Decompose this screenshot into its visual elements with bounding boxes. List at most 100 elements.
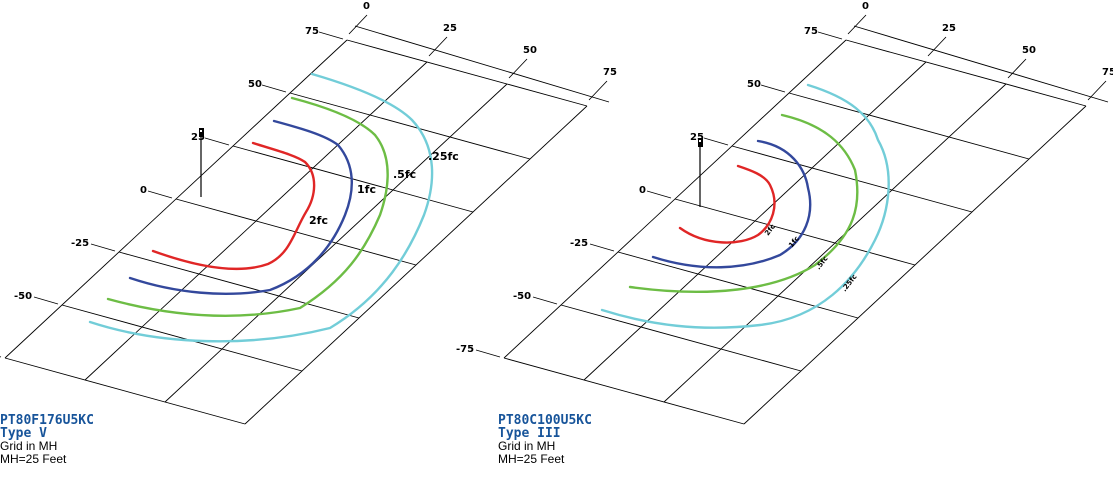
grid-row-line	[4, 357, 246, 425]
y-tick-label: -25	[71, 238, 89, 249]
luminaire-lens	[200, 130, 202, 132]
y-tick-label: 25	[191, 132, 205, 143]
y-tick-label: 50	[248, 79, 262, 90]
grid-row-line	[560, 304, 802, 372]
grid-column-line	[164, 83, 508, 403]
luminaire-lens	[699, 140, 701, 142]
labels: 0 25 50 75 75 50 25 0 -25 -50 -75 2fc 1fc .5fc .25fc	[0, 1, 617, 358]
x-tick-label: 50	[1022, 45, 1036, 56]
y-tick-line	[33, 296, 59, 305]
luminaire-head	[698, 138, 703, 147]
grid-row-line	[289, 92, 531, 160]
contours	[88, 72, 434, 343]
x-tick-label: 25	[942, 23, 956, 34]
x-tick-line	[428, 36, 448, 57]
y-tick-line	[147, 190, 173, 199]
y-tick-label: 75	[804, 26, 818, 37]
x-axis-guide	[853, 25, 1109, 103]
distribution-type: Type V	[0, 426, 47, 441]
x-tick-label: 50	[523, 45, 537, 56]
y-tick-line	[204, 137, 230, 146]
grid-row-line	[232, 145, 474, 213]
y-tick-label: -50	[513, 291, 531, 302]
x-tick-line	[348, 14, 368, 35]
grid-note: Grid in MH	[0, 439, 58, 453]
contour-05fc	[106, 96, 389, 317]
y-tick-line	[646, 190, 672, 199]
y-tick-label: 0	[639, 185, 646, 196]
y-tick-label: 25	[690, 132, 704, 143]
contour-2fc	[151, 141, 316, 271]
grid-column-line	[583, 61, 927, 381]
grid-row-line	[118, 251, 360, 319]
x-tick-label: 0	[862, 1, 869, 12]
contour-label-025fc: .25fc	[840, 273, 858, 293]
grid-row-line	[731, 145, 973, 213]
grid	[503, 39, 1087, 425]
y-tick-label: -25	[570, 238, 588, 249]
contour-label-05fc: .5fc	[393, 168, 416, 181]
grid-row-line	[674, 198, 916, 266]
y-tick-line	[817, 31, 843, 40]
x-tick-label: 0	[363, 1, 370, 12]
luminaire	[698, 138, 703, 207]
y-tick-line	[318, 31, 344, 40]
contour-label-025fc: .25fc	[428, 150, 459, 163]
x-tick-line	[847, 14, 867, 35]
grid-row-line	[788, 92, 1030, 160]
x-tick-label: 75	[603, 67, 617, 78]
caption-panel-1: PT80F176U5KC Type V Grid in MH MH=25 Fee…	[0, 414, 94, 466]
grid-row-line	[845, 39, 1087, 107]
contour-025fc	[88, 72, 434, 343]
contour-label-2fc: 2fc	[763, 223, 777, 237]
grid-note: Grid in MH	[498, 439, 556, 453]
contour-1fc	[651, 139, 812, 269]
grid-row-line	[61, 304, 303, 372]
grid-column-line	[84, 61, 428, 381]
x-tick-line	[1007, 58, 1027, 79]
distribution-type: Type III	[498, 426, 561, 441]
contour-1fc	[128, 119, 353, 295]
contour-2fc	[678, 164, 776, 244]
luminaire-head	[199, 128, 204, 137]
grid-row-line	[617, 251, 859, 319]
x-tick-label: 75	[1102, 67, 1113, 78]
model-number: PT80C100U5KC	[498, 413, 592, 428]
contour-05fc	[628, 113, 859, 294]
grid-row-line	[503, 357, 745, 425]
contour-label-05fc: .5fc	[814, 255, 829, 272]
x-tick-line	[508, 58, 528, 79]
grid-column-line	[503, 39, 847, 359]
x-tick-label: 25	[443, 23, 457, 34]
contours	[600, 83, 890, 329]
y-tick-label: -75	[456, 344, 474, 355]
contour-label-2fc: 2fc	[309, 214, 328, 227]
y-tick-line	[760, 84, 786, 93]
y-tick-label: 50	[747, 79, 761, 90]
grid-column-line	[663, 83, 1007, 403]
model-number: PT80F176U5KC	[0, 413, 94, 428]
luminaire	[199, 128, 204, 197]
y-tick-label: 0	[140, 185, 147, 196]
x-axis-guide	[354, 25, 610, 103]
y-tick-line	[703, 137, 729, 146]
grid-row-line	[346, 39, 588, 107]
y-tick-line	[0, 356, 2, 358]
y-tick-label: -50	[14, 291, 32, 302]
contour-025fc	[600, 83, 890, 329]
caption-panel-2: PT80C100U5KC Type III Grid in MH MH=25 F…	[498, 414, 592, 466]
contour-label-1fc: 1fc	[357, 183, 376, 196]
x-tick-line	[927, 36, 947, 57]
grid-column-line	[743, 105, 1087, 425]
y-tick-line	[90, 243, 116, 252]
y-tick-label: 75	[305, 26, 319, 37]
panel-type-v: 0 25 50 75 75 50 25 0 -25 -50 -75 2fc 1fc .5fc .25fc	[0, 1, 617, 425]
mounting-height-note: MH=25 Feet	[0, 452, 67, 466]
y-tick-line	[589, 243, 615, 252]
y-tick-line	[475, 349, 501, 358]
grid	[4, 39, 588, 425]
grid-column-line	[4, 39, 348, 359]
